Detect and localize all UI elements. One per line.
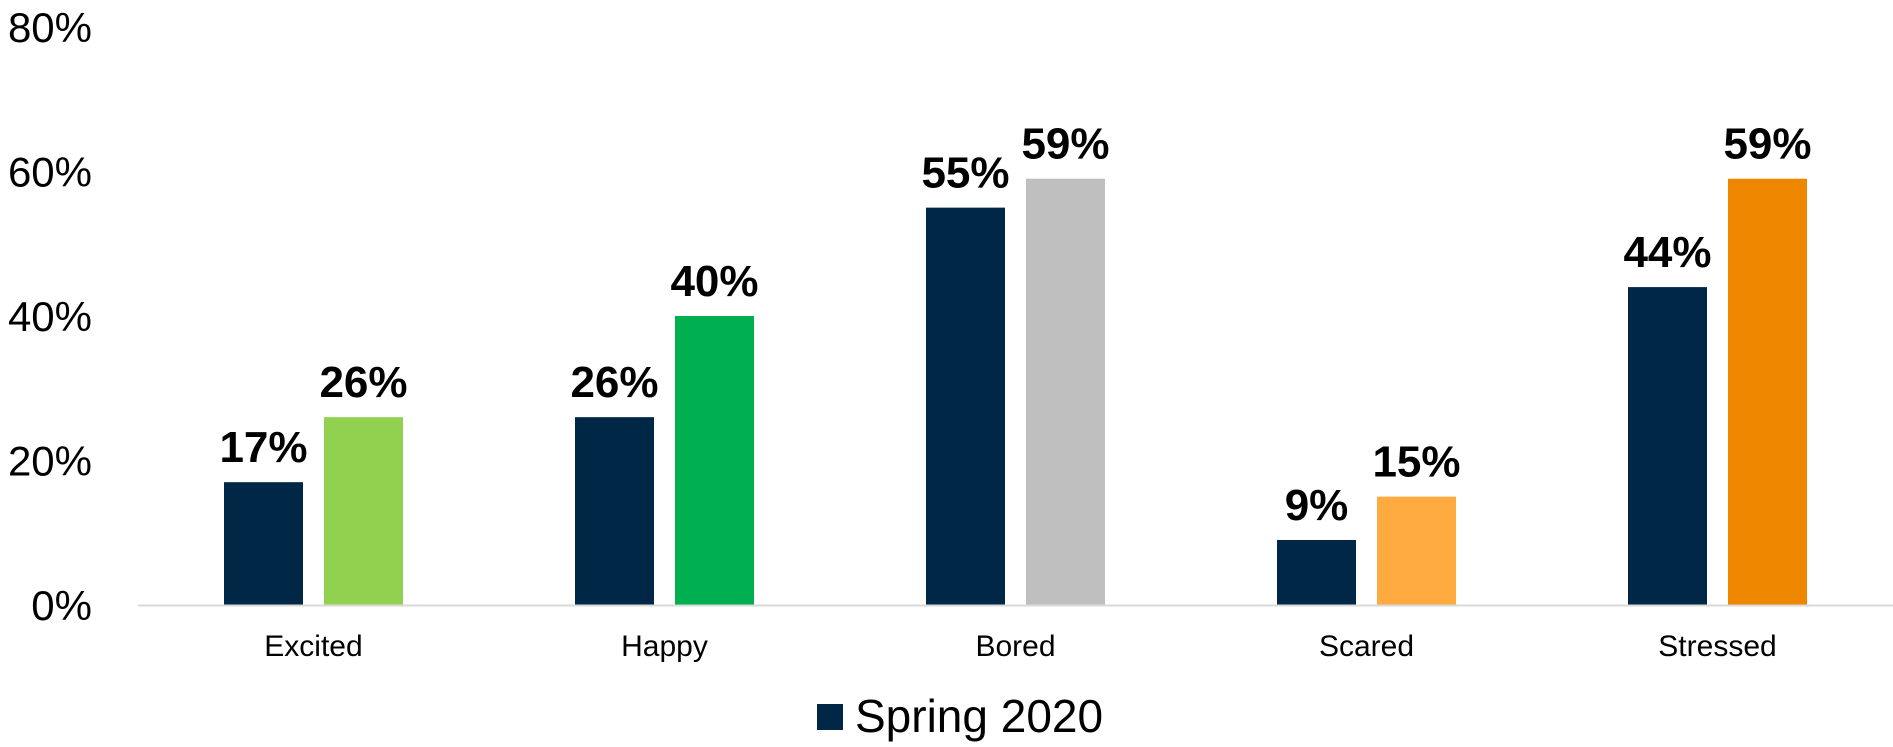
legend: Spring 2020 xyxy=(817,690,1103,742)
y-tick-label: 40% xyxy=(8,293,92,340)
data-label: 17% xyxy=(219,423,307,472)
x-tick-label: Stressed xyxy=(1658,630,1776,663)
x-tick-label: Scared xyxy=(1319,630,1414,663)
bar-happy-series-2 xyxy=(675,316,754,605)
bar-bored-series-2 xyxy=(1026,178,1105,605)
x-axis-ticks: Excited Happy Bored Scared Stressed xyxy=(264,630,1776,663)
legend-label: Spring 2020 xyxy=(855,690,1103,742)
legend-swatch xyxy=(817,704,843,730)
data-label: 15% xyxy=(1372,438,1460,487)
bar-scared-series-2 xyxy=(1377,496,1456,605)
data-label: 59% xyxy=(1021,120,1109,169)
bar-stressed-series-2 xyxy=(1728,178,1807,605)
data-label: 9% xyxy=(1285,481,1349,530)
data-labels: 17%26% 26%40%55%59%9%15%44%59% xyxy=(219,120,1811,530)
data-label: 55% xyxy=(921,149,1009,198)
bar-excited-series-2 xyxy=(324,417,403,605)
data-label: 26% xyxy=(570,358,658,407)
data-label: 26% xyxy=(319,358,407,407)
bar-happy-series-1 xyxy=(575,417,654,605)
x-tick-label: Happy xyxy=(621,630,708,663)
bar-stressed-series-1 xyxy=(1628,287,1707,605)
bar-bored-series-1 xyxy=(926,207,1005,605)
bar-scared-series-1 xyxy=(1277,539,1356,605)
y-tick-label: 0% xyxy=(31,582,92,629)
x-tick-label: Excited xyxy=(264,630,362,663)
y-tick-label: 80% xyxy=(8,4,92,51)
data-label: 59% xyxy=(1723,120,1811,169)
data-label: 44% xyxy=(1623,228,1711,277)
x-tick-label: Bored xyxy=(975,630,1055,663)
y-axis-ticks: 0% 20% 40% 60% 80% xyxy=(8,4,92,629)
y-tick-label: 20% xyxy=(8,438,92,485)
data-label: 40% xyxy=(670,257,758,306)
bar-excited-series-1 xyxy=(224,482,303,605)
bars xyxy=(224,178,1807,605)
y-tick-label: 60% xyxy=(8,149,92,196)
